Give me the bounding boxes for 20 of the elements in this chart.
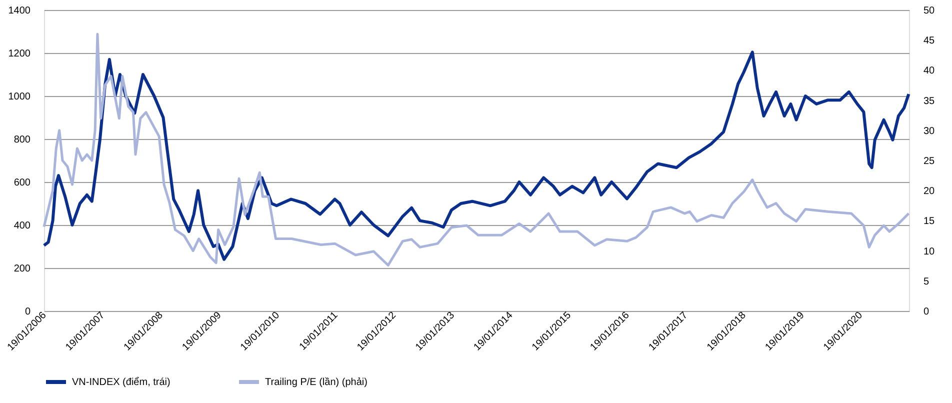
y2-tick-label: 5 [924,276,930,288]
y2-tick-label: 15 [924,216,936,228]
y-tick-label: 400 [14,220,31,232]
y2-tick-label: 10 [924,246,936,258]
y2-tick-label: 50 [924,6,936,16]
y2-tick-label: 0 [924,306,930,318]
y-tick-label: 600 [14,178,31,188]
y2-tick-label: 35 [924,96,936,107]
y-tick-label: 200 [14,264,31,274]
y2-tick-label: 30 [924,126,936,137]
y-tick-label: 1200 [8,48,31,60]
y-tick-label: 1000 [8,92,31,102]
y2-tick-label: 45 [924,36,936,47]
y2-tick-label: 20 [924,186,936,198]
y-tick-label: 800 [14,134,31,146]
y-tick-label: 1400 [8,6,31,16]
legend-label: VN-INDEX (điểm, trái) [72,376,170,388]
y2-tick-label: 40 [924,66,936,77]
legend-label: Trailing P/E (lần) (phải) [265,377,368,388]
y2-tick-label: 25 [924,156,936,167]
